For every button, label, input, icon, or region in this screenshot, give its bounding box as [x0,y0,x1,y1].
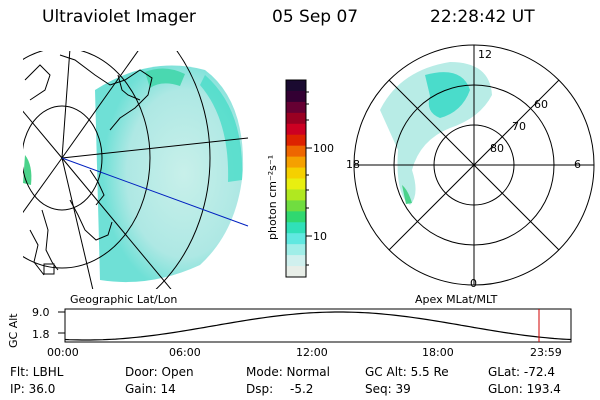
mlt-label-18: 18 [346,158,360,171]
colorbar-cell [286,266,306,278]
colorbar-cell [286,80,306,92]
colorbar-cell [286,244,306,256]
colorbar-cell [286,200,306,212]
altitude-xtick-1800: 18:00 [422,346,454,359]
colorbar-cell [286,189,306,201]
colorbar-cell [286,211,306,223]
magnetic-polar-map: 12 18 6 0 60 70 80 [346,44,595,290]
terminator-line [61,157,249,227]
colorbar-cell [286,156,306,169]
altitude-plot: GC Alt 9.0 1.8 00:00 06:00 12:00 18:00 2… [7,306,572,359]
mlat-label-70: 70 [512,120,526,133]
colorbar-unit-label: photon cm⁻²s⁻¹ [266,155,279,240]
colorbar-cell [286,134,306,147]
colorbar-cell [286,233,306,245]
dsp-value: -5.2 [290,382,314,396]
mlt-label-12: 12 [478,48,492,61]
aurora-bright-dot [402,185,412,204]
colorbar-tick-10: 10 [313,230,327,243]
magnetic-map-label: Apex MLat/MLT [415,293,498,306]
altitude-ylabel: GC Alt [7,313,20,348]
altitude-xtick-1200: 12:00 [296,346,328,359]
altitude-ytick-max: 9.0 [32,306,50,319]
aurora-bright-arc [425,72,470,118]
geographic-map-label: Geographic Lat/Lon [70,293,177,306]
glat-status: GLat: -72.4 [488,365,555,379]
dsp-label: Dsp: [246,382,274,396]
colorbar-cell [286,145,306,158]
colorbar-cell [286,123,306,136]
ip-status: IP: 36.0 [10,382,56,396]
filter-status: Flt: LBHL [10,365,64,379]
mlat-label-80: 80 [490,142,504,155]
colorbar-cell [286,90,306,103]
altitude-curve [64,311,572,341]
aurora-bright-band [200,75,243,182]
colorbar-cell [286,255,306,267]
colorbar: 100 10 photon cm⁻²s⁻¹ [266,79,334,278]
glon-status: GLon: 193.4 [488,382,561,396]
aurora-bright-spot-2 [145,68,185,88]
image-date: 05 Sep 07 [272,7,359,27]
mlt-label-6: 6 [574,158,581,171]
geographic-map [23,51,249,289]
seq-status: Seq: 39 [365,382,411,396]
door-status: Door: Open [125,365,194,379]
colorbar-cell [286,167,306,179]
colorbar-tick-100: 100 [313,142,334,155]
altitude-ytick-min: 1.8 [32,328,50,341]
coastlines [24,54,153,276]
colorbar-cell [286,112,306,125]
colorbar-cells [286,80,306,278]
altitude-xtick-2359: 23:59 [530,346,562,359]
instrument-title: Ultraviolet Imager [42,7,196,27]
colorbar-cell [286,101,306,114]
colorbar-cell [286,178,306,190]
lat-lon-grid [23,51,249,289]
gc-alt-status: GC Alt: 5.5 Re [365,365,449,379]
mlat-label-60: 60 [534,98,548,111]
mlt-label-0: 0 [470,277,477,290]
mode-status: Mode: Normal [246,365,330,379]
altitude-xtick-0000: 00:00 [47,346,79,359]
aurora-bright-spot [23,155,32,185]
image-time: 22:28:42 UT [430,7,535,27]
colorbar-cell [286,222,306,234]
altitude-xtick-0600: 06:00 [169,346,201,359]
gain-status: Gain: 14 [125,382,176,396]
